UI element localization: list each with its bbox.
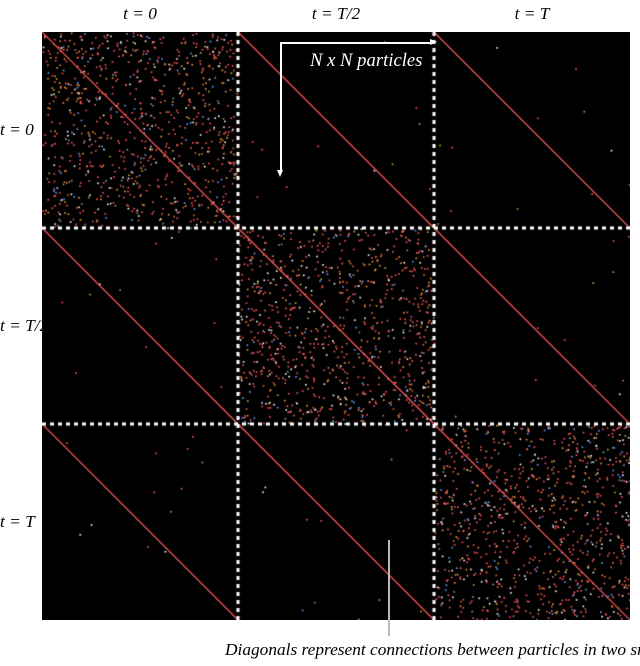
left-label-0: t = 0 xyxy=(0,120,34,140)
arrow-right-line xyxy=(280,42,430,44)
arrow-down-head xyxy=(277,170,283,177)
top-label-0: t = 0 xyxy=(123,4,157,24)
arrow-down-line xyxy=(280,42,282,170)
figure-stage: t = 0 t = T/2 t = T t = 0 t = T/2 t = T … xyxy=(0,0,640,666)
matrix-canvas xyxy=(42,32,630,620)
caption-text: Diagonals represent connections between … xyxy=(225,640,640,660)
top-label-2: t = T xyxy=(515,4,550,24)
arrow-right-head xyxy=(430,39,437,45)
left-label-2: t = T xyxy=(0,512,35,532)
nxn-annotation: N x N particles xyxy=(310,50,422,72)
callout-line xyxy=(388,540,390,636)
top-label-1: t = T/2 xyxy=(312,4,360,24)
block-adjacency-matrix: N x N particles xyxy=(42,32,630,620)
